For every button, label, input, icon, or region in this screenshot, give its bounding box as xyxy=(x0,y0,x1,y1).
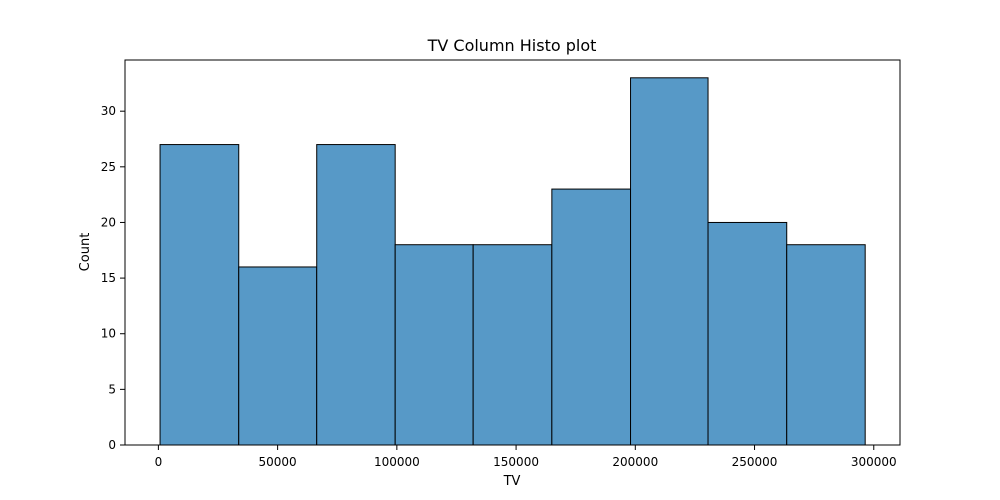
histogram-bar-0 xyxy=(159,144,240,446)
bars-group xyxy=(159,77,866,446)
y-tick-label-1: 5 xyxy=(108,382,116,396)
histogram-bar-1 xyxy=(238,266,318,446)
histogram-bar-3 xyxy=(394,244,474,446)
y-tick-label-0: 0 xyxy=(108,438,116,452)
histogram-bar-4 xyxy=(472,244,553,446)
x-tick-label-4: 200000 xyxy=(612,455,658,469)
y-tick-label-5: 25 xyxy=(101,160,116,174)
y-tick-label-3: 15 xyxy=(101,271,116,285)
histogram-bar-6 xyxy=(630,77,709,446)
x-tick-label-2: 100000 xyxy=(374,455,420,469)
y-tick-label-2: 10 xyxy=(101,327,116,341)
histogram-bar-8 xyxy=(786,244,866,446)
x-axis-label: TV xyxy=(503,474,521,489)
x-tick-label-5: 250000 xyxy=(732,455,778,469)
histogram-bar-5 xyxy=(551,188,632,446)
x-tick-label-3: 150000 xyxy=(493,455,539,469)
y-tick-label-4: 20 xyxy=(101,215,116,229)
x-axis-ticks: 0 50000 100000 150000 200000 250000 300000 xyxy=(155,445,897,469)
histogram-bar-7 xyxy=(707,221,788,446)
x-tick-label-1: 50000 xyxy=(259,455,297,469)
histogram-bar-2 xyxy=(316,144,396,446)
y-axis-ticks: 0 5 10 15 20 25 30 xyxy=(101,104,125,452)
x-tick-label-6: 300000 xyxy=(851,455,897,469)
chart-title: TV Column Histo plot xyxy=(427,36,597,55)
y-axis-label: Count xyxy=(78,233,93,272)
plot-frame xyxy=(124,59,901,446)
y-tick-label-6: 30 xyxy=(101,104,116,118)
x-tick-label-0: 0 xyxy=(155,455,163,469)
